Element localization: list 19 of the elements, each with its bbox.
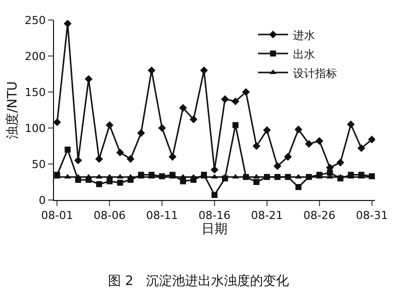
legend-label: 出水 xyxy=(293,48,316,61)
x-tick-label: 08-06 xyxy=(94,209,126,222)
y-tick-label: 200 xyxy=(24,50,46,63)
x-tick-label: 08-16 xyxy=(198,209,230,222)
legend-label: 进水 xyxy=(293,28,316,42)
y-tick-label: 250 xyxy=(24,14,46,27)
x-tick-label: 08-26 xyxy=(303,209,336,222)
y-axis-title: 浊度/NTU xyxy=(4,81,21,139)
y-tick-label: 150 xyxy=(24,86,46,99)
legend-label: 设计指标 xyxy=(293,66,338,80)
x-axis-title: 日期 xyxy=(202,222,228,238)
y-tick-label: 0 xyxy=(38,194,46,207)
y-tick-label: 100 xyxy=(24,122,46,135)
x-tick-label: 08-01 xyxy=(41,209,74,222)
x-tick-label: 08-21 xyxy=(250,209,283,222)
x-tick-label: 08-11 xyxy=(146,209,178,222)
y-tick-label: 50 xyxy=(32,158,46,171)
text: 图 2 沉淀池进出水浊度的变化 xyxy=(108,273,289,289)
x-tick-label: 08-31 xyxy=(356,209,388,222)
